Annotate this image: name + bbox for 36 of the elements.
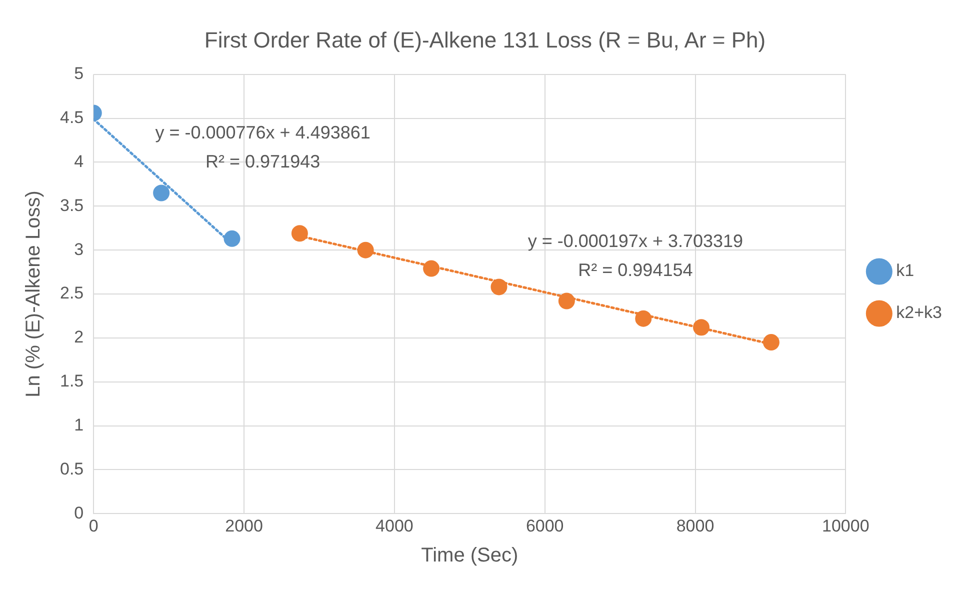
point [291, 225, 308, 242]
x-tick-label: 8000 [676, 516, 714, 536]
x-tick-label: 6000 [526, 516, 564, 536]
point [357, 242, 374, 258]
legend-label: k1 [896, 261, 914, 280]
annotation: R² = 0.971943 [206, 152, 320, 172]
y-axis-title: Ln (% (E)-Alkene Loss) [22, 190, 45, 398]
point [558, 292, 575, 310]
annotation: y = -0.000776x + 4.493861 [155, 122, 370, 143]
chart-title: First Order Rate of (E)-Alkene 131 Loss (R = Bu, Ar = Ph) [204, 27, 766, 52]
y-tick-label: 3 [74, 240, 84, 259]
y-tick-label: 0.5 [60, 459, 84, 478]
y-tick-label: 5 [74, 64, 84, 84]
y-tick-label: 1 [74, 415, 84, 434]
y-tick-label: 1.5 [60, 372, 84, 391]
point [224, 230, 240, 247]
x-axis-title: Time (Sec) [421, 544, 518, 567]
x-tick-label: 4000 [376, 516, 414, 536]
point [153, 184, 170, 202]
point [762, 334, 780, 351]
point [635, 310, 652, 327]
point [693, 319, 710, 336]
x-tick-label: 10000 [822, 516, 870, 536]
annotation: y = -0.000197x + 3.703319 [528, 231, 744, 252]
y-tick-label: 2 [74, 328, 84, 347]
y-tick-label: 3.5 [60, 196, 84, 215]
y-tick-label: 0 [74, 503, 84, 522]
x-tick-label: 0 [88, 516, 98, 536]
point [423, 260, 440, 277]
y-tick-label: 4 [74, 152, 84, 171]
legend-label: k2+k3 [896, 303, 942, 322]
x-tick-label: 2000 [225, 516, 263, 536]
point [490, 278, 508, 296]
y-tick-label: 4.5 [60, 108, 84, 128]
y-tick-label: 2.5 [60, 284, 84, 303]
annotation: R² = 0.994154 [578, 260, 693, 280]
